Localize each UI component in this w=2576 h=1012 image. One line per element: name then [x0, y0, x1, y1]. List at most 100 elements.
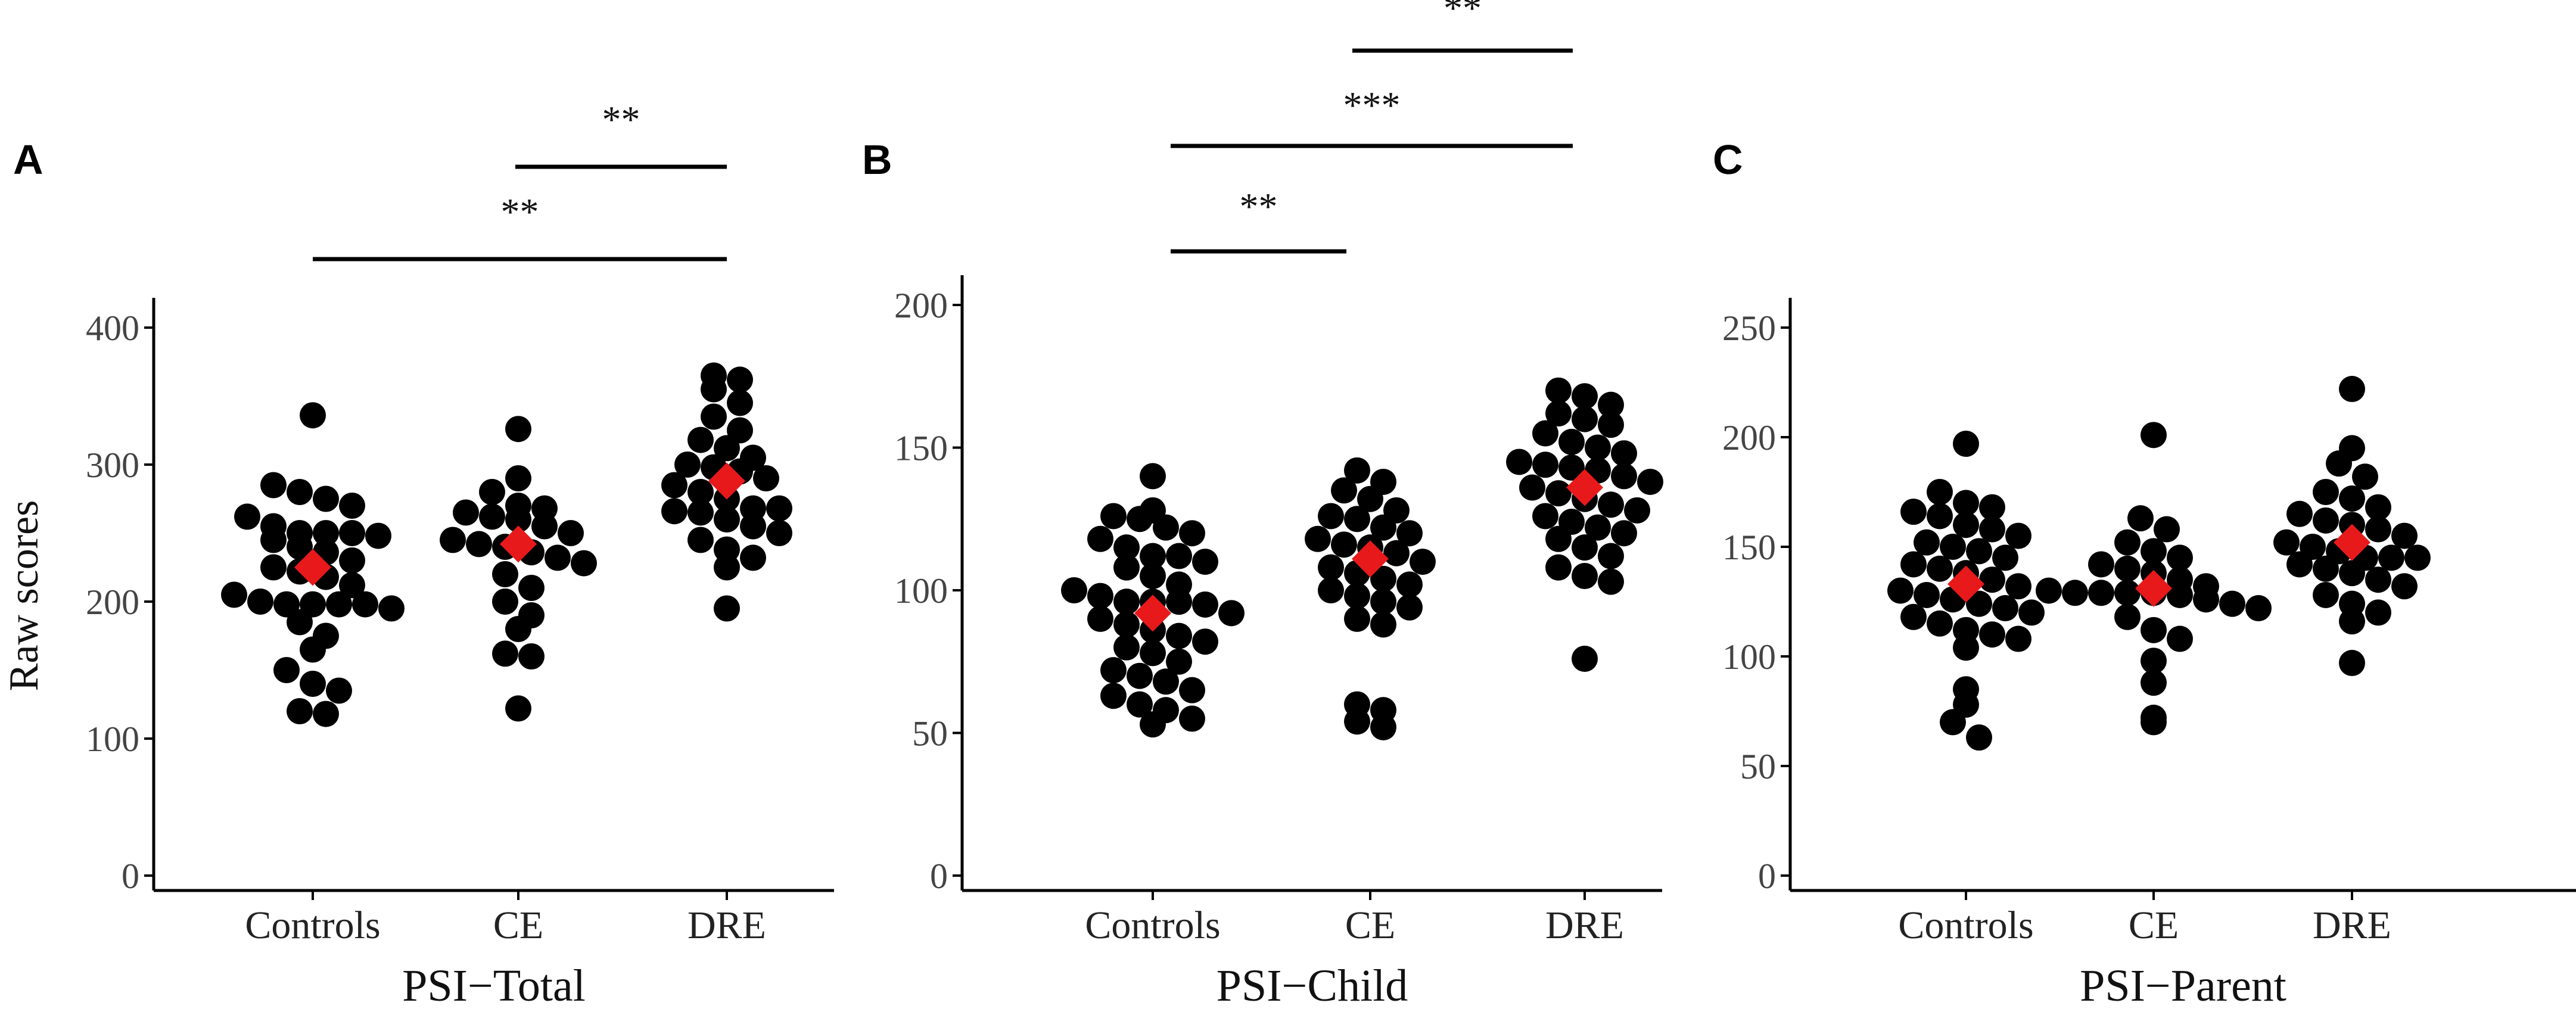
data-point	[505, 416, 531, 443]
data-point	[1140, 711, 1166, 738]
data-point	[2154, 516, 2180, 543]
data-point	[1166, 648, 1192, 675]
data-point	[1100, 657, 1127, 684]
data-point	[558, 520, 584, 546]
y-tick-label: 0	[1758, 857, 1776, 896]
data-point	[2365, 516, 2391, 543]
data-point	[661, 498, 687, 525]
data-point	[300, 671, 326, 697]
data-point	[1927, 503, 1953, 530]
data-point	[1383, 540, 1410, 566]
data-point	[1127, 662, 1153, 689]
data-point	[2326, 450, 2352, 477]
data-point	[1545, 554, 1572, 581]
data-point	[1370, 611, 1396, 638]
panel-c: C 0 50 100 150 200 250 Controls CE DRE PSI−Parent	[1713, 136, 2576, 1011]
data-point	[2313, 581, 2339, 608]
data-point	[453, 499, 479, 526]
x-tick-label: Controls	[245, 904, 380, 947]
data-point	[1598, 491, 1624, 518]
data-point	[2286, 551, 2313, 578]
data-point	[1087, 525, 1113, 552]
data-point	[2365, 494, 2391, 521]
data-point	[287, 698, 313, 724]
data-point	[1113, 634, 1140, 661]
data-point	[1153, 514, 1179, 541]
data-point	[1100, 683, 1127, 709]
data-point	[1598, 391, 1624, 418]
data-point	[1127, 506, 1153, 533]
data-point	[1572, 406, 1598, 432]
x-tick-label: DRE	[1545, 904, 1624, 947]
mean-marker	[500, 525, 537, 563]
data-point	[1558, 428, 1585, 455]
data-point	[492, 588, 518, 615]
x-tick-label: Controls	[1085, 904, 1220, 947]
data-point	[1532, 420, 1558, 447]
mean-marker	[2135, 569, 2172, 607]
data-point	[2005, 573, 2031, 600]
data-point	[2404, 544, 2431, 571]
data-point	[2167, 544, 2193, 571]
y-tick-label: 250	[1722, 309, 1776, 348]
data-point	[1218, 600, 1245, 627]
data-point	[674, 451, 701, 478]
data-point	[1558, 454, 1585, 481]
data-point	[2391, 522, 2418, 549]
data-point	[2141, 709, 2167, 736]
data-point	[1585, 514, 1611, 541]
data-point	[1192, 591, 1218, 618]
y-tick-label: 200	[86, 583, 139, 622]
data-point	[1940, 534, 1966, 560]
y-tick-label: 0	[930, 857, 948, 896]
data-point	[1927, 610, 1953, 637]
data-point	[287, 609, 313, 636]
data-point	[2062, 580, 2088, 606]
data-point	[1113, 534, 1140, 561]
data-point	[571, 550, 597, 577]
data-point	[1637, 468, 1663, 495]
mean-marker	[1134, 594, 1171, 632]
data-point	[505, 616, 531, 642]
panel-a: A 0 100 200 300 400 Controls CE DRE PSI−Total Raw …	[1, 98, 834, 1011]
data-point	[518, 575, 545, 601]
data-point	[2273, 529, 2300, 556]
data-point	[2088, 551, 2114, 578]
data-point	[234, 503, 260, 530]
data-point	[492, 640, 518, 667]
mean-marker	[294, 549, 331, 586]
data-point	[740, 513, 766, 540]
data-point	[687, 527, 714, 553]
data-point	[1113, 611, 1140, 638]
data-point	[1598, 543, 1624, 569]
data-point	[1370, 714, 1396, 740]
data-point	[1357, 485, 1383, 512]
data-point	[1992, 595, 2018, 622]
data-point	[2088, 580, 2114, 606]
data-point	[2036, 577, 2062, 604]
data-point	[2114, 580, 2141, 606]
data-point	[727, 366, 753, 393]
data-point	[1927, 479, 1953, 505]
data-point	[2005, 625, 2031, 652]
data-point	[260, 527, 287, 553]
data-point	[1545, 525, 1572, 552]
data-point	[1519, 474, 1545, 501]
data-point	[687, 499, 714, 526]
data-point	[740, 544, 766, 571]
data-point	[2193, 586, 2219, 613]
y-tick-label: 150	[1722, 528, 1776, 567]
data-point	[701, 376, 727, 403]
data-point	[2313, 507, 2339, 534]
data-point	[1966, 724, 1992, 751]
data-point	[2005, 522, 2031, 549]
data-point	[1979, 566, 2005, 593]
y-tick-label: 100	[86, 720, 139, 759]
y-tick-label: 0	[122, 857, 139, 896]
data-point	[1061, 577, 1087, 603]
significance-label: **	[501, 191, 539, 233]
data-point	[1318, 577, 1344, 603]
data-point	[1410, 549, 1436, 575]
significance-label: **	[1443, 0, 1482, 29]
data-point	[260, 554, 287, 581]
